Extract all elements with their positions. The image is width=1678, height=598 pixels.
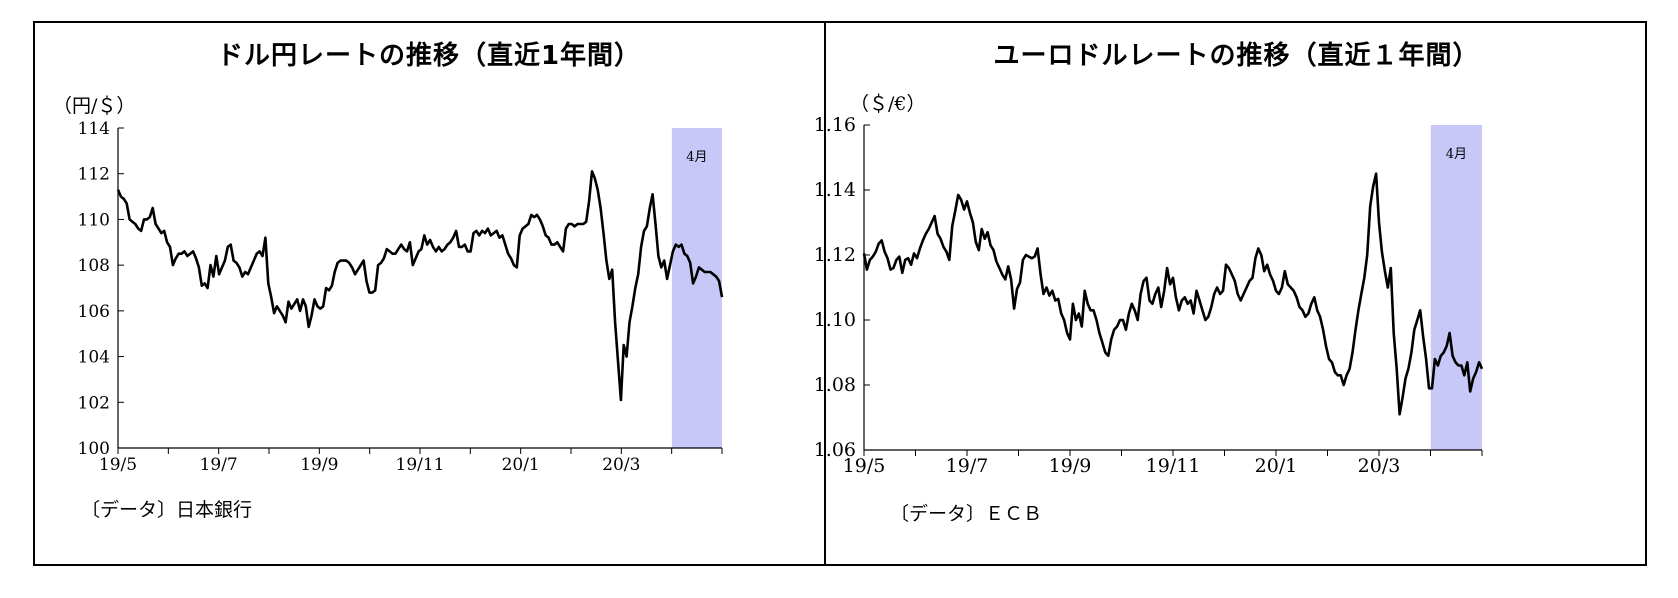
y-axis-unit-label: （円/＄） [53,95,136,117]
x-tick-label: 19/7 [200,455,238,475]
y-tick-label: 110 [78,210,110,230]
x-tick-label: 19/7 [946,455,989,477]
april-shaded-region [671,128,722,448]
x-tick-label: 20/1 [1255,455,1298,477]
x-tick-label: 19/5 [99,455,137,475]
y-tick-label: 106 [78,302,110,322]
series-line [116,170,724,402]
y-tick-label: 1.06 [814,439,856,461]
y-tick-label: 100 [78,439,110,459]
y-tick-label: 1.08 [814,374,856,396]
x-tick-label: 19/5 [843,455,886,477]
y-tick-label: 114 [78,119,110,139]
y-tick-label: 1.14 [814,179,856,201]
chart-panel-usdjpy: ドル円レートの推移（直近1年間） （円/＄） 4月 114 112 110 108 106… [33,21,825,566]
x-tick-label: 20/3 [1358,455,1401,477]
y-tick-label: 108 [78,256,110,276]
chart-panel-eurusd: ユーロドルレートの推移（直近１年間） （＄/€） 4月 1.16 1.14 1.12 1… [814,21,1647,566]
x-tick-label: 20/3 [602,455,640,475]
x-tick-label: 19/11 [1146,455,1201,477]
data-source-label: 〔データ〕日本銀行 [81,499,253,521]
april-shaded-region [1430,125,1482,450]
chart-title: ドル円レートの推移（直近1年間） [216,41,642,71]
y-tick-label: 102 [78,393,110,413]
shaded-region-label: 4月 [686,150,707,165]
panel-divider [824,21,826,566]
figure-frame [33,21,1647,566]
x-tick-label: 20/1 [502,455,540,475]
y-tick-label: 112 [78,165,110,185]
y-tick-label: 1.12 [814,244,856,266]
x-tick-label: 19/11 [396,455,445,475]
shaded-region-label: 4月 [1446,147,1467,162]
y-tick-label: 1.16 [814,114,856,136]
y-tick-label: 1.10 [814,309,856,331]
y-tick-label: 104 [78,348,110,368]
x-tick-label: 19/9 [1049,455,1092,477]
y-axis-unit-label: （＄/€） [850,93,926,115]
series-line [862,172,1484,416]
chart-title: ユーロドルレートの推移（直近１年間） [993,41,1480,71]
data-source-label: 〔データ〕ＥＣＢ [890,503,1043,525]
x-tick-label: 19/9 [300,455,338,475]
